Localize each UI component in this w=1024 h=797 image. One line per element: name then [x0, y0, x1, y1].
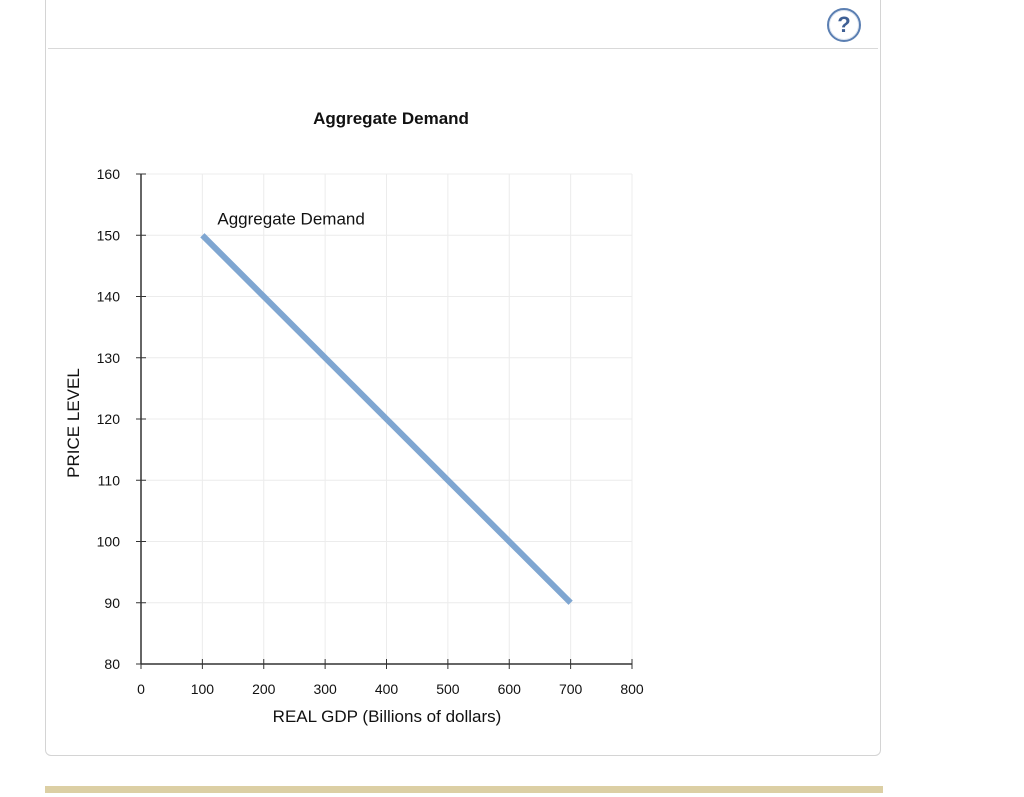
aggregate-demand-line	[200, 233, 573, 605]
x-axis-label: REAL GDP (Billions of dollars)	[273, 707, 502, 726]
axes: 80 90 100 110 120 130 140 150 160 0 100 200 300 400 50…	[97, 166, 644, 697]
y-tick-label: 100	[97, 534, 121, 550]
y-tick-label: 110	[98, 472, 121, 488]
help-button[interactable]: ?	[827, 8, 861, 42]
curve-label: Aggregate Demand	[217, 209, 364, 228]
y-tick-label: 120	[97, 411, 121, 427]
y-tick-label: 130	[97, 350, 121, 366]
graph-panel	[45, 0, 881, 756]
y-axis-label: PRICE LEVEL	[64, 368, 83, 478]
x-tick-label: 600	[498, 681, 522, 697]
x-tick-label: 700	[559, 681, 583, 697]
x-tick-label: 100	[191, 681, 215, 697]
x-tick-label: 400	[375, 681, 399, 697]
panel-divider	[48, 48, 878, 49]
x-tick-label: 800	[620, 681, 644, 697]
y-tick-label: 80	[104, 656, 120, 672]
chart-title: Aggregate Demand	[313, 109, 469, 128]
x-tick-label: 0	[137, 681, 145, 697]
y-tick-label: 90	[104, 595, 120, 611]
x-tick-label: 200	[252, 681, 276, 697]
x-tick-label: 500	[436, 681, 460, 697]
series: Aggregate Demand	[200, 209, 573, 605]
y-tick-label: 140	[97, 289, 121, 305]
footer-bar	[45, 786, 883, 793]
x-tick-label: 300	[313, 681, 337, 697]
y-tick-label: 150	[97, 227, 121, 243]
y-tick-label: 160	[97, 166, 121, 182]
